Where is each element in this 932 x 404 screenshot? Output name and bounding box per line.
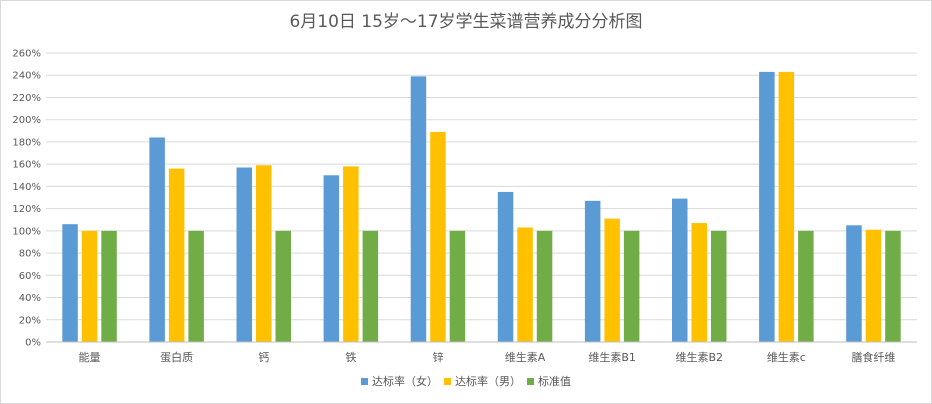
legend-label: 标准值 (538, 374, 571, 388)
x-axis-categories: 能量 蛋白质 钙 铁 锌 维生素A 维生素B1 维生素B2 维生素c 膳食纤维 (79, 350, 896, 364)
bar-male (691, 223, 707, 342)
bar-female (410, 76, 427, 342)
x-category-label: 铁 (345, 351, 356, 364)
x-category-label: 维生素c (767, 350, 806, 364)
legend-swatch (361, 378, 368, 385)
bar-standard (623, 230, 640, 342)
x-category-label: 能量 (79, 350, 101, 364)
legend-label: 达标率（女） (372, 374, 438, 388)
y-tick-label: 240% (12, 71, 41, 82)
x-category-label: 维生素B1 (588, 350, 636, 364)
bar-female (759, 71, 775, 343)
bar-standard (711, 230, 727, 342)
x-category-label: 维生素A (505, 350, 546, 364)
x-category-label: 钙 (258, 350, 269, 364)
y-tick-label: 20% (19, 315, 41, 326)
y-tick-label: 40% (19, 293, 41, 304)
bar-female (672, 198, 688, 342)
chart-title: 6月10日 15岁～17岁学生菜谱营养成分分析图 (289, 12, 642, 32)
y-tick-label: 200% (12, 115, 41, 126)
bar-standard (275, 230, 291, 342)
bar-female (236, 167, 252, 342)
x-category-label: 膳食纤维 (851, 350, 895, 364)
bar-male (430, 131, 446, 342)
legend-label: 达标率（男） (455, 374, 521, 388)
bar-male (778, 71, 795, 343)
bar-standard (449, 230, 466, 342)
y-axis-ticks: 0% 20% 40% 60% 80% 100% 120% 140% 160% 180% 200% 22… (12, 49, 41, 349)
bars (62, 71, 901, 343)
x-category-label: 蛋白质 (160, 350, 193, 364)
bar-standard (536, 230, 553, 342)
y-tick-label: 60% (19, 271, 41, 282)
bar-female (149, 137, 165, 342)
legend-swatch (527, 378, 534, 385)
y-tick-label: 220% (12, 93, 41, 104)
bar-female (584, 200, 601, 342)
y-tick-label: 100% (12, 226, 41, 237)
x-category-label: 锌 (432, 350, 443, 364)
y-tick-label: 160% (12, 160, 41, 171)
bar-female (846, 225, 862, 342)
bar-male (604, 218, 620, 342)
bar-standard (885, 230, 901, 342)
y-tick-label: 260% (12, 49, 41, 60)
bar-male (81, 230, 98, 342)
y-tick-label: 80% (19, 249, 41, 260)
y-tick-label: 180% (12, 137, 41, 148)
bar-standard (101, 230, 117, 342)
bar-male (256, 165, 272, 342)
bar-female (497, 191, 514, 342)
y-tick-label: 120% (12, 204, 41, 215)
bar-male (865, 229, 882, 342)
legend-swatch (444, 378, 451, 385)
bar-standard (362, 230, 379, 342)
bar-male (168, 168, 185, 342)
bar-standard (188, 230, 204, 342)
bar-female (323, 175, 340, 342)
legend: 达标率（女） 达标率（男） 标准值 (361, 374, 571, 388)
bar-male (343, 166, 359, 342)
y-tick-label: 140% (12, 182, 41, 193)
bar-standard (798, 230, 814, 342)
bar-female (62, 224, 78, 342)
bar-male (517, 227, 533, 342)
y-tick-label: 0% (25, 338, 41, 349)
x-category-label: 维生素B2 (675, 350, 723, 364)
